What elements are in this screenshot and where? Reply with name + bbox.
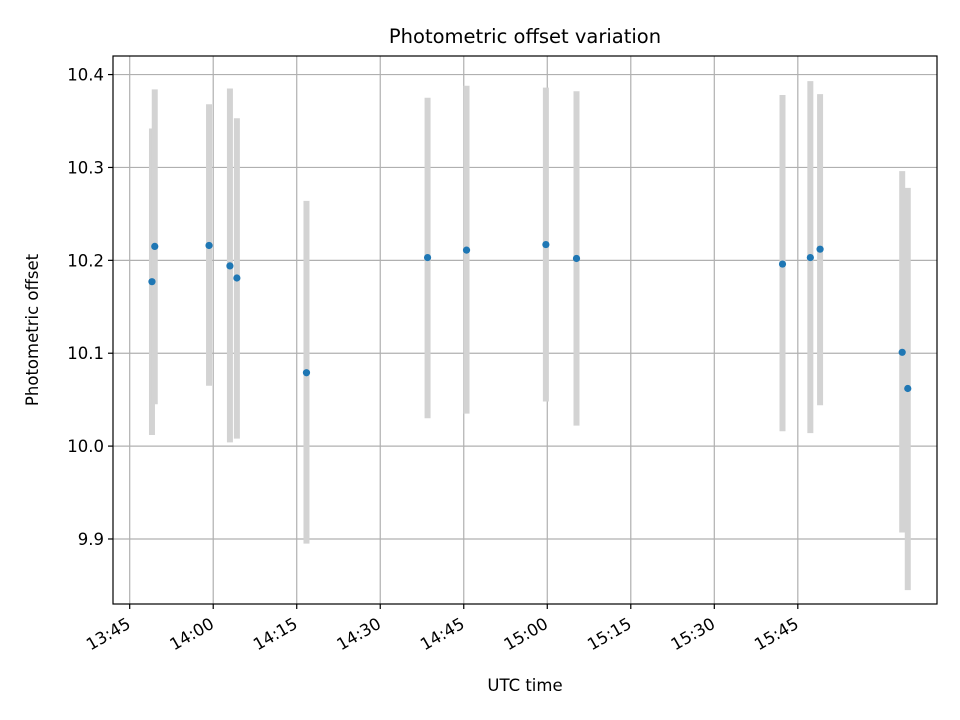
data-point (898, 348, 906, 356)
data-point (423, 253, 432, 262)
y-axis: 9.9 10.0 10.1 10.2 10.3 10.4 (67, 66, 113, 549)
data-points (148, 240, 912, 393)
y-axis-label: Photometric offset (23, 253, 42, 406)
y-tick-label: 10.3 (67, 158, 104, 177)
data-point (572, 254, 581, 263)
y-tick-label: 10.4 (67, 66, 104, 85)
data-point (542, 240, 550, 249)
x-axis-label: UTC time (487, 676, 562, 695)
data-point (816, 245, 824, 253)
data-point (148, 278, 156, 286)
plot-frame (112, 55, 938, 605)
data-point (302, 369, 311, 377)
data-point (778, 260, 787, 268)
chart-title: Photometric offset variation (389, 25, 661, 48)
data-point (806, 253, 814, 262)
data-point (226, 262, 234, 270)
data-point (151, 242, 159, 251)
y-tick-label: 10.1 (67, 344, 104, 363)
data-point (233, 274, 241, 282)
y-tick-label: 9.9 (78, 530, 104, 549)
data-point (462, 246, 471, 254)
data-point (205, 241, 213, 250)
y-tick-label: 10.2 (67, 251, 104, 270)
data-point (904, 384, 912, 393)
y-tick-label: 10.0 (67, 437, 104, 456)
